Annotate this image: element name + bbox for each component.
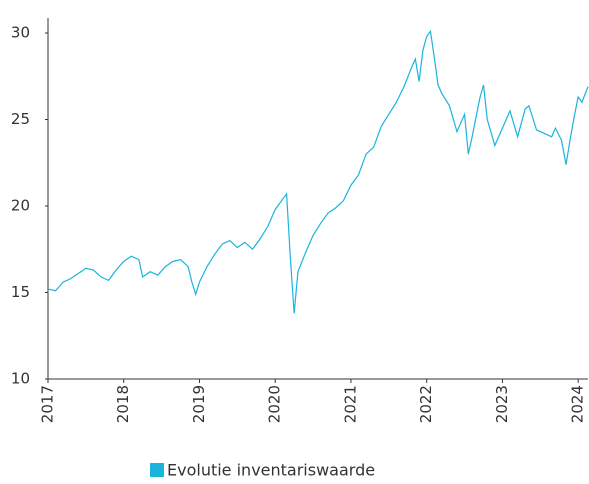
y-tick-label: 10 [11, 370, 30, 388]
x-tick-label: 2024 [569, 385, 587, 423]
x-tick-label: 2022 [417, 385, 435, 423]
y-tick-label: 25 [11, 110, 30, 128]
y-tick-label: 20 [11, 197, 30, 215]
y-tick-label: 30 [11, 24, 30, 42]
x-tick-label: 2018 [114, 385, 132, 423]
line-series [47, 29, 589, 314]
legend-swatch [150, 463, 164, 477]
x-tick-label: 2017 [39, 385, 57, 423]
y-tick-label: 15 [11, 283, 30, 301]
legend-label: Evolutie inventariswaarde [167, 461, 375, 480]
x-tick-label: 2020 [266, 385, 284, 423]
x-tick-label: 2021 [341, 385, 359, 423]
x-tick-label: 2023 [493, 385, 511, 423]
x-tick-label: 2019 [190, 385, 208, 423]
